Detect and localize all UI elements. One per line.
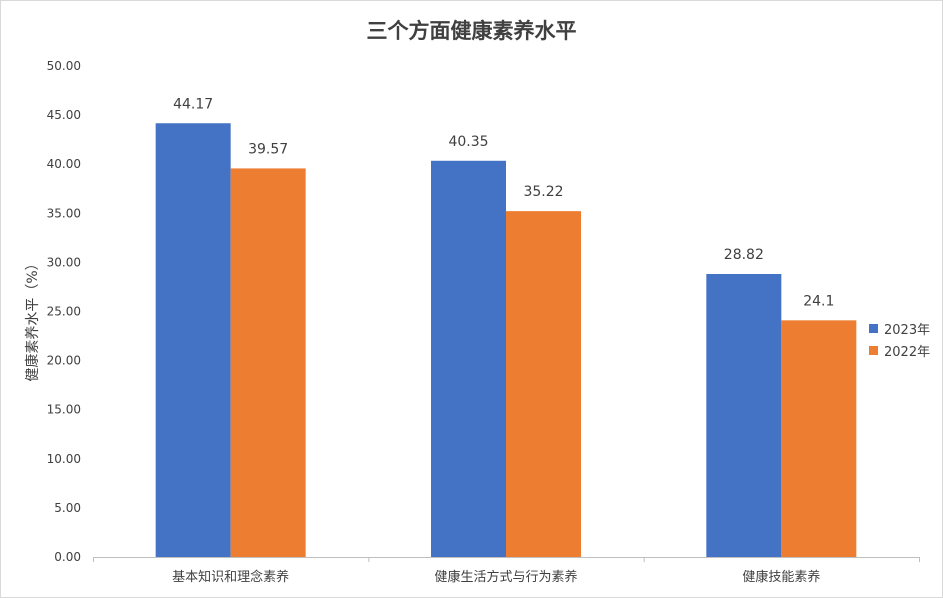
bar <box>431 160 506 557</box>
bar <box>230 168 306 557</box>
legend-item-2023: 2023年 <box>869 317 930 339</box>
bar <box>706 273 782 557</box>
y-tick-label: 0.00 <box>54 550 81 564</box>
legend-label-2022: 2022年 <box>884 344 931 360</box>
legend-swatch-2022 <box>869 345 878 355</box>
legend-swatch-2023 <box>869 323 878 333</box>
data-label: 28.82 <box>724 247 764 263</box>
bar <box>155 123 231 557</box>
data-label: 39.57 <box>248 141 288 157</box>
y-tick-label: 30.00 <box>47 255 81 269</box>
legend: 2023年 2022年 <box>869 317 930 361</box>
y-tick-label: 50.00 <box>47 59 81 73</box>
legend-label-2023: 2023年 <box>884 322 931 338</box>
chart-title: 三个方面健康素养水平 <box>366 18 577 43</box>
y-tick-label: 10.00 <box>47 452 81 466</box>
x-category-label: 健康技能素养 <box>742 569 820 585</box>
y-tick-label: 25.00 <box>47 305 81 319</box>
data-label: 40.35 <box>448 134 488 150</box>
x-category-label: 基本知识和理念素养 <box>172 569 289 585</box>
legend-item-2022: 2022年 <box>869 339 930 361</box>
bar <box>781 320 857 557</box>
data-label: 44.17 <box>173 96 213 112</box>
y-tick-label: 35.00 <box>47 206 81 220</box>
y-tick-label: 20.00 <box>47 354 81 368</box>
y-tick-label: 40.00 <box>47 157 81 171</box>
data-label: 24.1 <box>803 293 834 309</box>
bar <box>506 211 581 558</box>
data-label: 35.22 <box>523 184 563 200</box>
y-tick-label: 45.00 <box>47 108 81 122</box>
y-tick-label: 15.00 <box>47 403 81 417</box>
y-tick-label: 5.00 <box>54 501 81 515</box>
x-category-label: 健康生活方式与行为素养 <box>434 569 577 585</box>
